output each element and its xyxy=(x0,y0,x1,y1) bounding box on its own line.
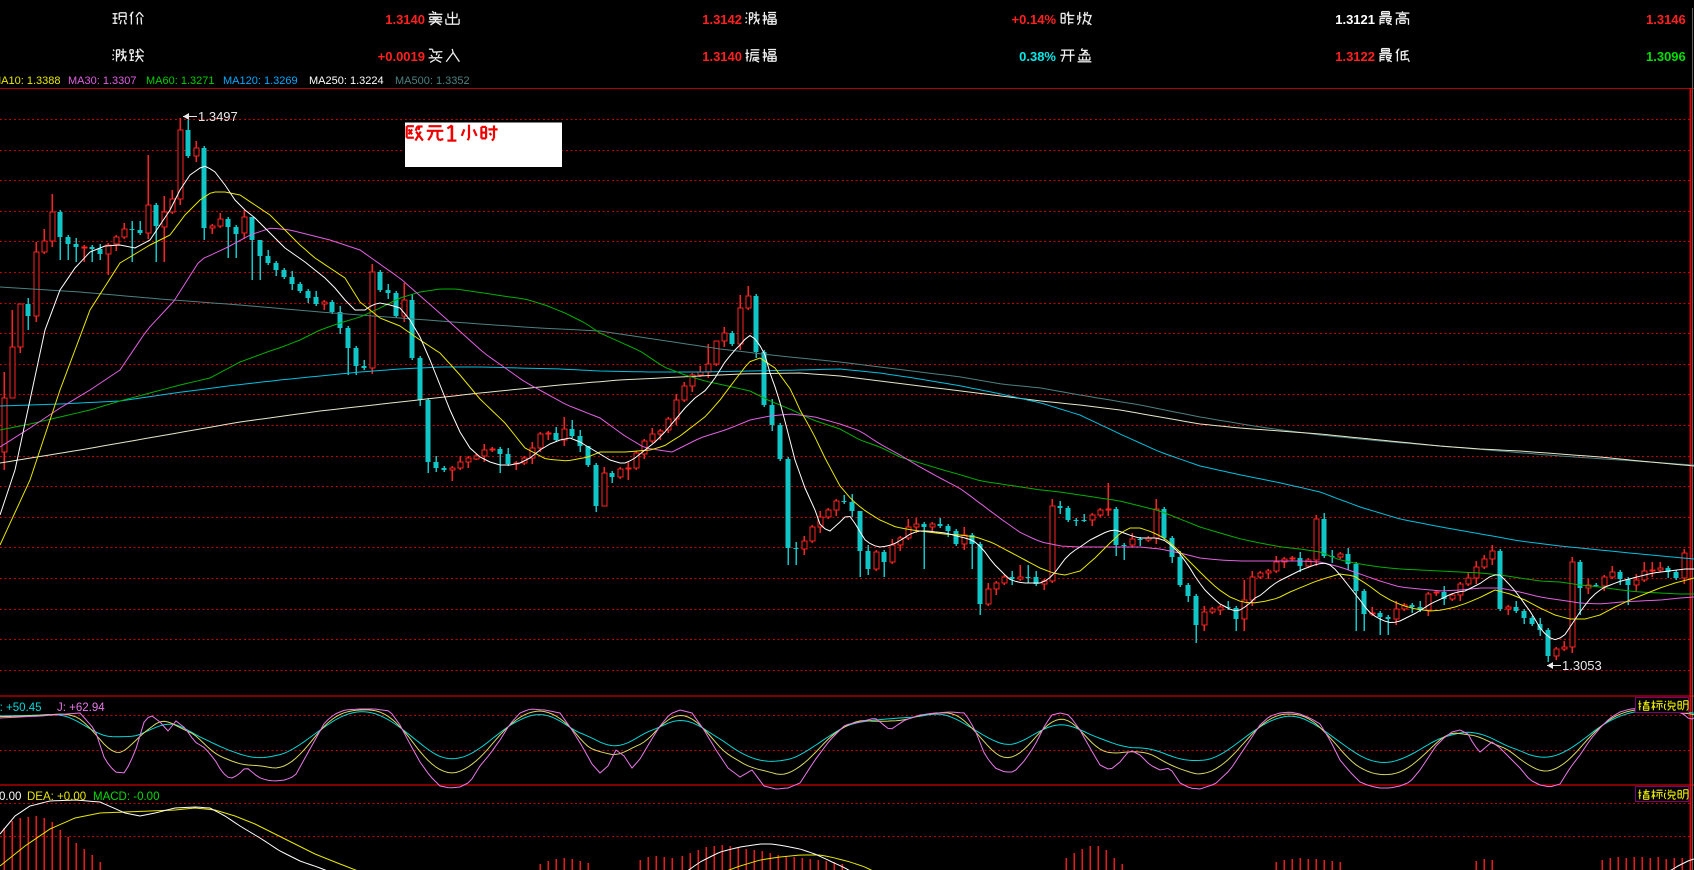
svg-text:1.3140: 1.3140 xyxy=(702,49,742,64)
svg-text:1.3053: 1.3053 xyxy=(1562,658,1602,673)
svg-text:MA120: 1.3269: MA120: 1.3269 xyxy=(223,75,298,87)
svg-text:+0.14%: +0.14% xyxy=(1012,12,1057,27)
svg-text:0.38%: 0.38% xyxy=(1019,49,1056,64)
svg-text:1.3096: 1.3096 xyxy=(1646,49,1686,64)
svg-text:J: +62.94: J: +62.94 xyxy=(57,702,105,714)
svg-text:DEA: +0.00: DEA: +0.00 xyxy=(27,791,86,803)
svg-text:K: +50.45: K: +50.45 xyxy=(0,702,42,714)
svg-text:1.3140: 1.3140 xyxy=(385,12,425,27)
svg-text:MA250: 1.3224: MA250: 1.3224 xyxy=(309,75,384,87)
svg-text:1.3122: 1.3122 xyxy=(1335,49,1375,64)
svg-text:MA30: 1.3307: MA30: 1.3307 xyxy=(68,75,137,87)
svg-text:1.3146: 1.3146 xyxy=(1646,12,1686,27)
svg-text:MA500: 1.3352: MA500: 1.3352 xyxy=(395,75,470,87)
svg-text:1.3121: 1.3121 xyxy=(1335,12,1375,27)
svg-text:1.3142: 1.3142 xyxy=(702,12,742,27)
svg-text:MACD: -0.00: MACD: -0.00 xyxy=(93,791,159,803)
svg-text:1.3497: 1.3497 xyxy=(198,109,238,124)
svg-text:MA10: 1.3388: MA10: 1.3388 xyxy=(0,75,61,87)
svg-text:0.00: 0.00 xyxy=(0,791,21,803)
svg-text:MA60: 1.3271: MA60: 1.3271 xyxy=(146,75,215,87)
svg-text:+0.0019: +0.0019 xyxy=(378,49,425,64)
